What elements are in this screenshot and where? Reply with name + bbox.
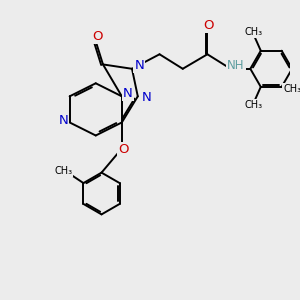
Text: O: O <box>92 29 102 43</box>
Text: CH₃: CH₃ <box>244 27 262 38</box>
Text: N: N <box>123 87 133 100</box>
Text: N: N <box>58 115 68 128</box>
Text: O: O <box>204 19 214 32</box>
Text: CH₃: CH₃ <box>244 100 262 110</box>
Text: NH: NH <box>227 59 244 72</box>
Text: CH₃: CH₃ <box>54 167 72 176</box>
Text: O: O <box>118 143 128 156</box>
Text: N: N <box>142 91 152 104</box>
Text: CH₃: CH₃ <box>283 83 300 94</box>
Text: N: N <box>134 59 144 72</box>
